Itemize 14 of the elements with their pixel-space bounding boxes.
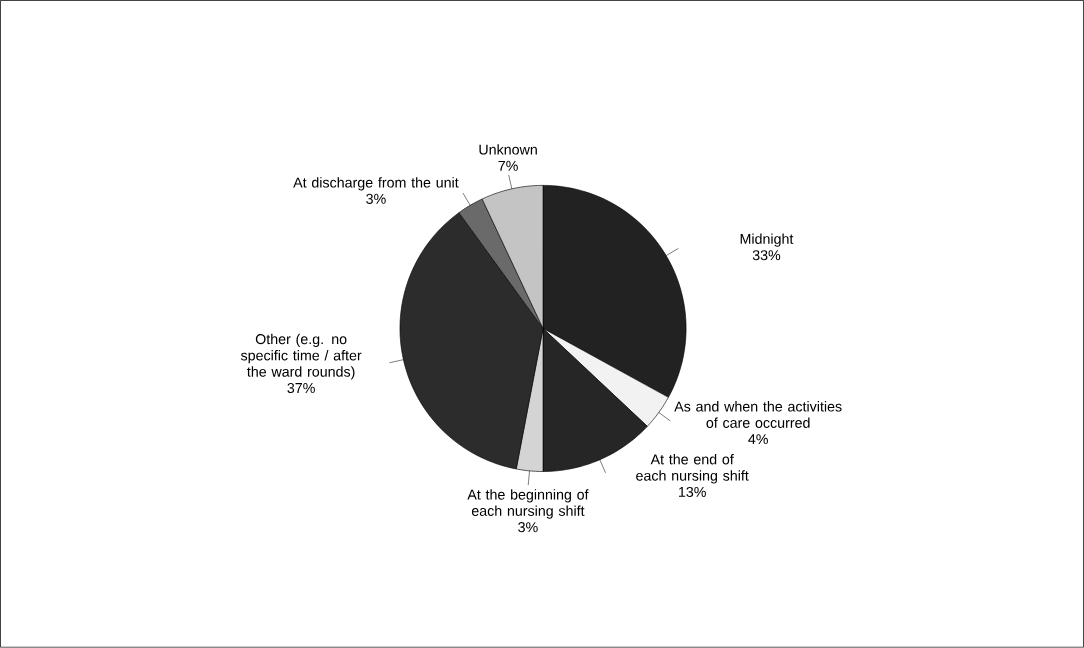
- data-label: 13%: [679, 487, 706, 498]
- slice-label: At the end of each nursing shift: [636, 454, 749, 484]
- slice-label: Midnight: [740, 233, 794, 247]
- slice-label: At the beginning of each nursing shift: [467, 489, 589, 519]
- data-label: 4%: [748, 434, 768, 445]
- slice-label: At discharge from the unit: [293, 177, 459, 191]
- data-label: 37%: [287, 383, 315, 394]
- data-label: 7%: [498, 161, 518, 172]
- legend-label: Other (e.g. no specific time / after the ward rounds): [240, 333, 362, 380]
- data-label: 33%: [752, 250, 781, 261]
- slice-label: Unknown: [479, 144, 537, 155]
- data-label: 3%: [518, 522, 538, 533]
- slice-label: As and when the activities of care occurred: [674, 401, 842, 429]
- data-label: 3%: [366, 193, 386, 205]
